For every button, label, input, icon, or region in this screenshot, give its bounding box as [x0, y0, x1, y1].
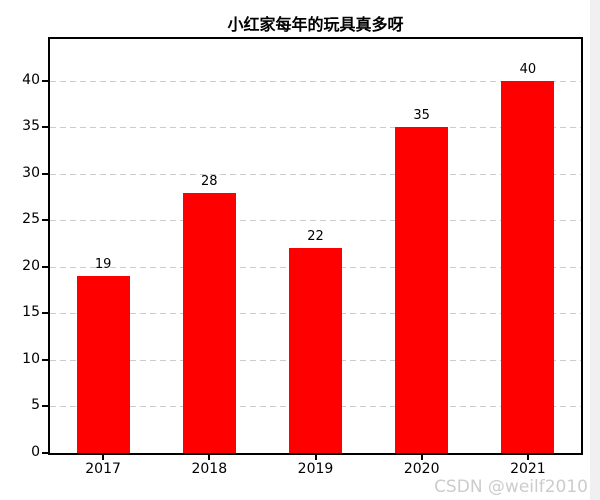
ytick-mark-30 — [42, 172, 48, 175]
ytick-mark-0 — [42, 452, 48, 454]
bar-2017 — [76, 276, 130, 453]
ytick-mark-40 — [42, 79, 48, 82]
xtick-label-2021: 2021 — [510, 461, 546, 477]
ytick-mark-5 — [42, 405, 48, 408]
xtick-label-2020: 2020 — [403, 461, 440, 477]
bar-2020 — [395, 127, 449, 453]
xtick-label-2019: 2019 — [297, 461, 334, 477]
ytick-mark-10 — [42, 358, 48, 361]
gridline-y-30 — [50, 173, 581, 175]
ytick-label-40: 40 — [22, 71, 40, 88]
bar-value-label-2021: 40 — [519, 61, 537, 77]
ytick-label-0: 0 — [31, 444, 40, 460]
xtick-mark-2021 — [526, 455, 529, 460]
xtick-mark-2019 — [314, 455, 317, 460]
right-edge-strip — [590, 0, 600, 500]
ytick-label-5: 5 — [31, 397, 40, 414]
ytick-label-15: 15 — [22, 304, 40, 321]
bar-value-label-2018: 28 — [201, 173, 218, 189]
plot-area: 19 28 22 35 40 — [48, 37, 583, 455]
ytick-label-25: 25 — [22, 211, 40, 228]
ytick-mark-15 — [42, 312, 48, 315]
bar-value-label-2017: 19 — [94, 257, 112, 273]
ytick-label-35: 35 — [22, 118, 40, 135]
ytick-mark-35 — [42, 126, 48, 129]
watermark: CSDN @weilf2010 — [434, 477, 588, 497]
bar-value-label-2019: 22 — [307, 229, 324, 245]
bar-2021 — [501, 80, 555, 453]
ytick-mark-20 — [42, 265, 48, 268]
bar-2019 — [288, 248, 343, 453]
chart-title: 小红家每年的玩具真多呀 — [227, 15, 404, 34]
ytick-label-20: 20 — [22, 257, 40, 274]
ytick-mark-25 — [42, 219, 48, 222]
bar-2018 — [182, 192, 236, 453]
ytick-label-10: 10 — [22, 350, 40, 367]
xtick-mark-2018 — [208, 455, 211, 460]
gridline-y-40 — [50, 80, 581, 82]
xtick-label-2018: 2018 — [191, 461, 228, 477]
gridline-y-25 — [50, 220, 581, 222]
gridline-y-35 — [50, 127, 581, 129]
ytick-label-30: 30 — [22, 164, 40, 181]
xtick-mark-2020 — [420, 455, 423, 460]
bar-value-label-2020: 35 — [413, 108, 430, 124]
xtick-label-2017: 2017 — [85, 461, 121, 477]
xtick-mark-2017 — [102, 455, 105, 460]
